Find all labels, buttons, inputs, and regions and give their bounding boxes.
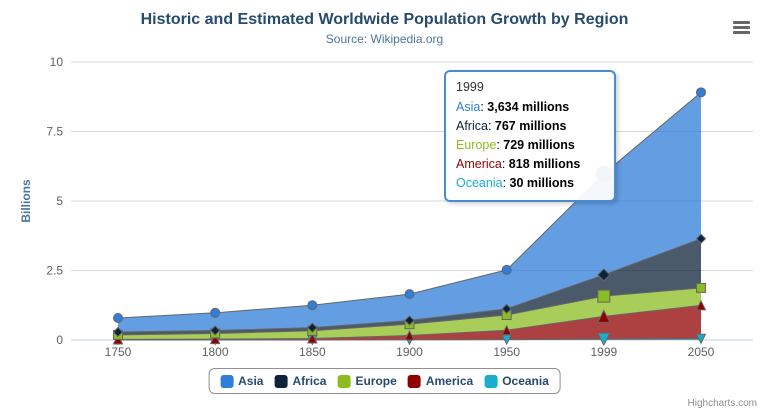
legend-item-europe[interactable]: Europe [337,374,397,388]
tooltip-series-name: Africa [456,119,488,133]
legend-label: America [425,374,474,388]
tooltip-series-value: 818 millions [508,157,581,171]
area-america[interactable] [118,305,701,340]
hamburger-icon [733,21,750,24]
point-america-1800[interactable] [209,333,221,345]
area-asia[interactable] [118,92,701,332]
legend-symbol-asia [220,374,234,388]
legend-label: Oceania [502,374,549,388]
legend-symbol-europe [337,374,351,388]
point-africa-1999[interactable] [597,268,611,282]
point-africa-2050[interactable] [695,233,707,244]
x-axis-label: 1999 [590,345,617,359]
legend-label: Asia [238,374,264,388]
tooltip-series-value: 767 millions [494,119,567,133]
point-africa-1750[interactable] [112,326,124,338]
point-oceania-2050[interactable] [695,333,707,345]
tooltip-series-value: 729 millions [503,138,575,152]
x-axis-label: 1950 [493,345,520,359]
point-america-2050[interactable] [695,299,707,311]
legend-item-america[interactable]: America [407,374,474,388]
tooltip-series-name: Asia [456,100,481,114]
x-axis-label: 1750 [105,345,132,359]
legend-symbol-oceania [484,374,498,388]
point-america-1950[interactable] [501,324,512,336]
point-europe-1999[interactable] [597,289,611,303]
y-axis-label: 7.5 [46,125,63,139]
point-oceania-1999[interactable] [597,332,611,347]
y-axis-label: 10 [50,55,64,69]
x-axis-label: 1800 [202,345,229,359]
y-axis-label: 5 [56,194,63,208]
point-america-1900[interactable] [404,329,415,341]
tooltip-row-africa: Africa: 767 millions [456,119,567,133]
x-axis-label: 1900 [396,345,423,359]
credits-link[interactable]: Highcharts.com [687,398,757,409]
area-africa[interactable] [118,238,701,335]
tooltip-row-europe: Europe: 729 millions [456,138,575,152]
tooltip-row-asia: Asia: 3,634 millions [456,100,570,114]
tooltip-series-value: 30 millions [509,176,575,190]
point-asia-2050[interactable] [696,87,706,98]
legend-symbol-africa [274,374,288,388]
point-asia-1750[interactable] [113,313,123,324]
chart-title: Historic and Estimated Worldwide Populat… [140,11,629,28]
point-asia-1900[interactable] [404,289,415,300]
tooltip-series-value: 3,634 millions [487,100,570,114]
point-asia-1950[interactable] [501,264,512,275]
y-axis-title: Billions [19,179,33,223]
point-asia-1800[interactable] [210,307,221,318]
point-africa-1800[interactable] [209,325,221,336]
tooltip-series-name: Europe [456,138,497,152]
point-africa-1900[interactable] [404,315,415,326]
legend-item-asia[interactable]: Asia [220,374,263,388]
hamburger-icon [733,26,750,29]
tooltip-row-oceania: Oceania: 30 millions [456,176,575,190]
tooltip-row-america: America: 818 millions [456,157,581,171]
legend: Asia Africa Europe America Oceania [208,368,561,394]
x-axis-label: 2050 [688,345,715,359]
point-america-1999[interactable] [597,309,611,323]
legend-label: Europe [355,374,397,388]
hamburger-icon [733,31,750,34]
y-axis-label: 2.5 [46,264,63,278]
point-africa-1850[interactable] [307,322,318,333]
x-axis-label: 1850 [299,345,326,359]
legend-label: Africa [292,374,327,388]
point-asia-1850[interactable] [307,300,318,311]
tooltip: 1999 Asia: 3,634 millions Africa: 767 mil… [444,70,616,202]
tooltip-rows: Asia: 3,634 millions Africa: 767 millions… [456,98,604,193]
legend-item-africa[interactable]: Africa [274,374,326,388]
legend-item-oceania[interactable]: Oceania [484,374,549,388]
chart-context-menu-button[interactable] [733,21,750,35]
point-europe-2050[interactable] [696,282,706,293]
tooltip-header: 1999 [456,80,484,94]
legend-symbol-america [407,374,421,388]
y-axis-label: 0 [56,333,63,347]
chart-subtitle: Source: Wikipedia.org [325,32,444,46]
point-america-1850[interactable] [307,332,318,344]
tooltip-series-name: America [456,157,502,171]
tooltip-series-name: Oceania [456,176,503,190]
point-africa-1950[interactable] [501,303,512,315]
